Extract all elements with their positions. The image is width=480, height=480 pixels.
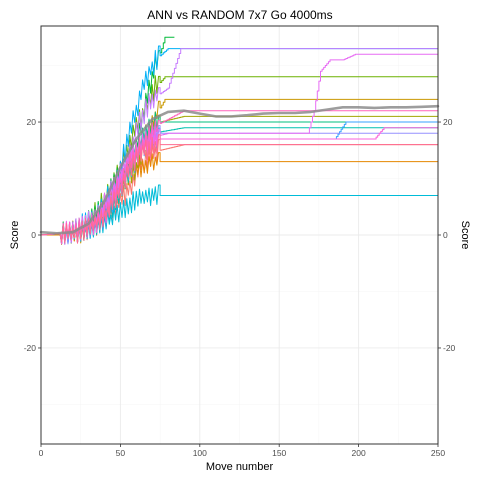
- axis-ticks: 0 50 100 150 200 250 -20 -20 0 0 20 20: [24, 117, 456, 458]
- game-series-line: [40, 123, 438, 244]
- game-series-line: [40, 134, 438, 244]
- chart-title: ANN vs RANDOM 7x7 Go 4000ms: [147, 8, 332, 22]
- y-tick-label-right: 20: [443, 117, 453, 127]
- x-tick-label: 250: [431, 448, 445, 458]
- x-tick-label: 50: [116, 448, 126, 458]
- game-series-line: [40, 48, 438, 245]
- gridlines: [40, 26, 439, 444]
- smoothed-trend: [39, 104, 440, 235]
- x-axis-label: Move number: [206, 461, 274, 473]
- x-tick-label: 200: [352, 448, 366, 458]
- y-tick-label-left: -20: [24, 343, 37, 353]
- y-tick-label-right: 0: [443, 230, 448, 240]
- series-lines: [40, 36, 438, 245]
- y-tick-label-left: 20: [27, 117, 37, 127]
- y-tick-label-left: 0: [31, 230, 36, 240]
- y-tick-label-right: -20: [443, 343, 456, 353]
- smoothed-trend-line: [39, 104, 440, 235]
- x-tick-label: 150: [272, 448, 286, 458]
- x-tick-label: 0: [39, 448, 44, 458]
- game-series-line: [40, 127, 438, 245]
- y-axis-label-right: Score: [459, 221, 471, 250]
- y-axis-label: Score: [9, 221, 21, 250]
- x-tick-label: 100: [193, 448, 207, 458]
